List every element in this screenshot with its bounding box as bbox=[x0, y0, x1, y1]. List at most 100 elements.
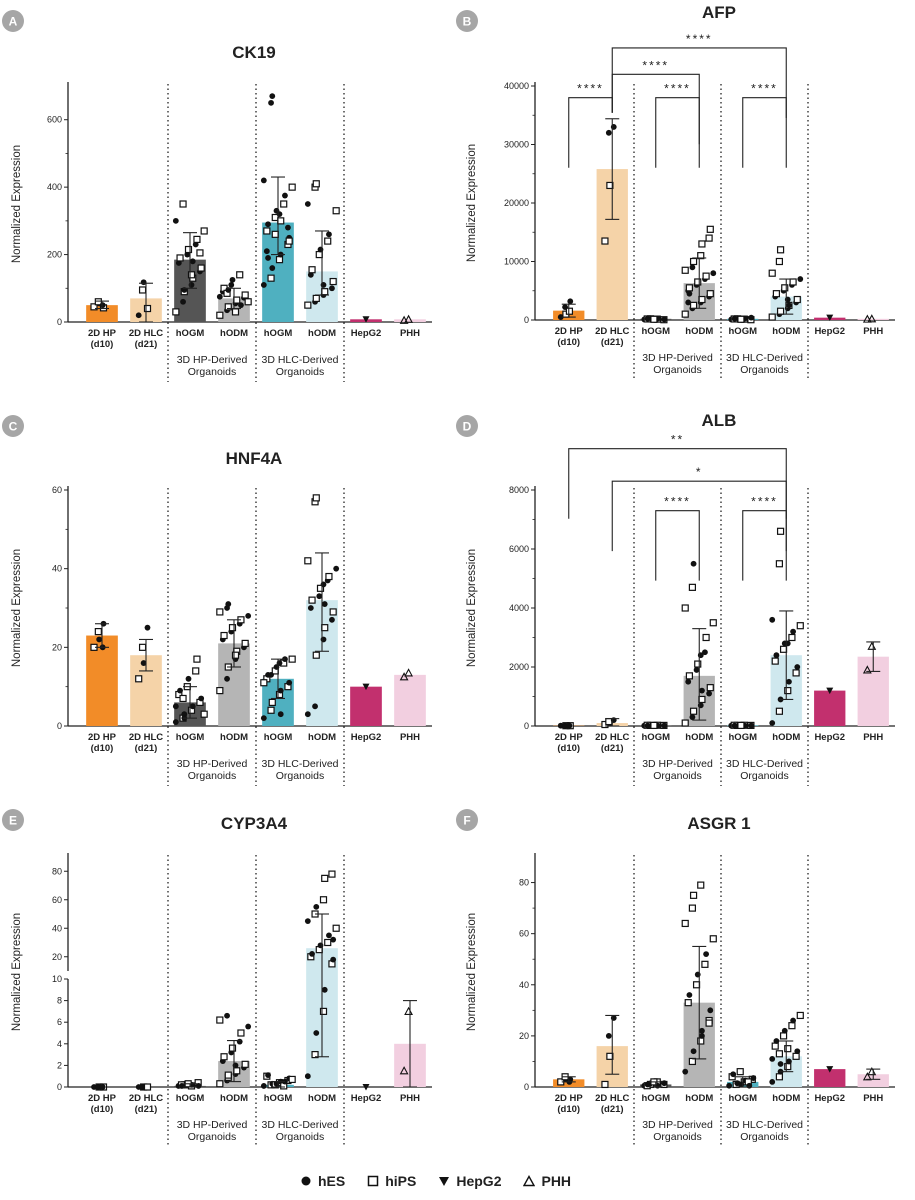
significance-label: **** bbox=[686, 32, 713, 46]
data-point-hips bbox=[94, 627, 102, 636]
data-point-hips bbox=[775, 560, 783, 568]
data-point-hes bbox=[790, 1017, 797, 1024]
data-point-hes bbox=[690, 1048, 697, 1055]
chart-title: AFP bbox=[702, 3, 736, 22]
group-label: Organoids bbox=[740, 1131, 788, 1143]
data-point-hes bbox=[225, 601, 232, 607]
data-point-hes bbox=[773, 1038, 780, 1044]
y-tick-label: 4000 bbox=[509, 603, 529, 613]
data-point-hips bbox=[688, 904, 696, 912]
panel-letter: F bbox=[463, 814, 470, 828]
x-tick-label: 2D HLC bbox=[595, 326, 629, 337]
data-point-hips bbox=[241, 1060, 249, 1068]
data-point-hes bbox=[260, 282, 267, 288]
chart-title: ALB bbox=[702, 411, 737, 430]
group-label: 3D HP-Derived bbox=[177, 1119, 248, 1131]
data-point-hes bbox=[769, 1078, 776, 1085]
data-point-hips bbox=[267, 274, 275, 282]
data-point-hes bbox=[330, 936, 337, 943]
data-point-hes bbox=[731, 722, 738, 729]
data-point-hips bbox=[796, 1011, 804, 1020]
data-point-hes bbox=[703, 951, 710, 958]
data-point-hips bbox=[192, 667, 200, 675]
data-point-hips bbox=[606, 1052, 614, 1060]
data-point-hes bbox=[172, 719, 179, 725]
x-tick-label: PHH bbox=[863, 1093, 883, 1104]
data-point-hips bbox=[779, 645, 788, 653]
data-point-hips bbox=[216, 608, 224, 616]
data-point-hes bbox=[304, 918, 311, 925]
data-point-hes bbox=[777, 1061, 784, 1067]
x-tick-label: (d10) bbox=[557, 337, 580, 348]
y-tick-label: 8 bbox=[57, 996, 62, 1006]
data-point-hips bbox=[321, 624, 329, 632]
data-point-hips bbox=[796, 622, 804, 630]
panel-a: A CK19 Normalized Expression 0 200 400 600 2D H… bbox=[2, 10, 432, 382]
data-point-hes bbox=[198, 695, 205, 702]
data-point-hips bbox=[179, 200, 187, 208]
y-tick-label: 60 bbox=[52, 895, 62, 905]
y-tick-label: 4 bbox=[57, 1039, 62, 1049]
y-tick-label: 2000 bbox=[509, 662, 529, 672]
panel-f: F ASGR 1 Normalized Expression 0 20 40 60 80 2D … bbox=[456, 809, 895, 1147]
data-point-hes bbox=[265, 1072, 271, 1079]
data-point-hes bbox=[769, 1055, 776, 1062]
data-point-hes bbox=[265, 255, 271, 261]
triangle-up-marker-icon bbox=[523, 1175, 536, 1187]
legend-item-hips: hiPS bbox=[367, 1173, 416, 1189]
data-point-hes bbox=[685, 299, 692, 306]
panel-badge bbox=[2, 809, 24, 831]
data-point-hips bbox=[135, 675, 143, 683]
data-point-hes bbox=[605, 1032, 612, 1039]
data-point-hes bbox=[224, 675, 230, 682]
data-point-hips bbox=[705, 1019, 713, 1027]
data-point-hips bbox=[332, 207, 340, 215]
data-point-hes bbox=[172, 703, 179, 710]
data-point-hes bbox=[195, 1083, 202, 1089]
data-point-hips bbox=[697, 1037, 705, 1045]
x-tick-label: (d10) bbox=[557, 743, 580, 754]
y-axis-label: Normalized Expression bbox=[466, 913, 478, 1031]
x-tick-label: 2D HP bbox=[88, 732, 117, 743]
x-tick-label: (d21) bbox=[135, 1104, 158, 1115]
data-point-hepg2 bbox=[826, 1066, 834, 1073]
chart-title: HNF4A bbox=[226, 449, 283, 468]
data-point-hes bbox=[644, 315, 651, 322]
data-point-hips bbox=[220, 1053, 228, 1061]
data-point-hes bbox=[99, 302, 106, 309]
data-point-hes bbox=[769, 616, 776, 623]
data-point-hips bbox=[304, 301, 312, 309]
data-point-hips bbox=[312, 180, 320, 188]
data-point-hes bbox=[726, 1082, 733, 1089]
y-axis-label: Normalized Expression bbox=[11, 145, 23, 263]
x-tick-label: PHH bbox=[400, 732, 420, 743]
data-point-hes bbox=[769, 720, 776, 726]
data-point-hips bbox=[606, 181, 614, 190]
data-point-hips bbox=[698, 295, 706, 304]
y-tick-label: 80 bbox=[519, 878, 529, 888]
data-point-hips bbox=[702, 272, 710, 280]
legend: hES hiPS HepG2 PHH bbox=[300, 1169, 630, 1193]
x-tick-label: hOGM bbox=[176, 328, 205, 339]
data-point-hips bbox=[143, 1083, 152, 1091]
group-label: 3D HLC-Derived bbox=[726, 1119, 803, 1131]
data-point-hips bbox=[193, 235, 201, 243]
data-point-hes bbox=[750, 1075, 757, 1081]
significance-bracket bbox=[655, 97, 700, 168]
y-tick-label: 40 bbox=[519, 980, 529, 990]
data-point-hepg2 bbox=[362, 1084, 370, 1091]
data-point-hips bbox=[768, 313, 776, 321]
data-point-hes bbox=[682, 1068, 689, 1075]
x-tick-label: hODM bbox=[308, 1093, 336, 1104]
y-axis-label: Normalized Expression bbox=[466, 144, 478, 262]
y-tick-label: 40 bbox=[52, 923, 62, 933]
data-point-hes bbox=[746, 1082, 753, 1089]
data-point-hips bbox=[685, 672, 693, 680]
data-point-hips bbox=[650, 721, 658, 730]
data-point-hips bbox=[784, 1045, 792, 1053]
x-tick-label: (d10) bbox=[557, 1104, 580, 1115]
data-point-hips bbox=[776, 246, 785, 254]
data-point-hes bbox=[326, 932, 332, 939]
legend-label-hes: hES bbox=[318, 1173, 346, 1189]
group-label: Organoids bbox=[276, 366, 324, 378]
